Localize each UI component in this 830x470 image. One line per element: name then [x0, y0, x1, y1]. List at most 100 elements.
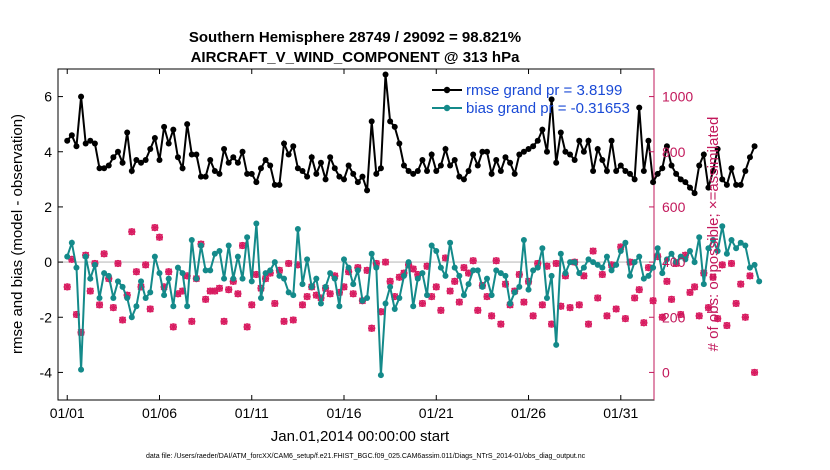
rmse-point	[304, 173, 311, 180]
obs-point	[552, 259, 560, 268]
rmse-point	[105, 162, 112, 169]
bias-point	[133, 303, 140, 310]
rmse-point	[696, 162, 703, 169]
obs-point	[368, 324, 376, 332]
rmse-point	[396, 140, 403, 147]
obs-assimilated-marker	[580, 272, 588, 280]
bias-point	[253, 220, 260, 227]
obs-point	[455, 298, 463, 306]
bias-point	[580, 264, 587, 271]
obs-assimilated-marker	[451, 277, 459, 285]
rmse-point	[161, 123, 168, 130]
rmse-point	[391, 123, 398, 130]
rmse-point	[244, 170, 251, 177]
rmse-point	[599, 157, 606, 164]
bias-point	[151, 253, 158, 260]
rmse-point	[110, 154, 117, 161]
bias-point	[553, 341, 560, 348]
obs-assimilated-marker	[146, 305, 154, 313]
bias-point	[742, 242, 749, 249]
rmse-point	[733, 181, 740, 188]
obs-assimilated-marker	[497, 320, 505, 328]
obs-assimilated-marker	[252, 270, 260, 278]
obs-assimilated-marker	[723, 322, 731, 330]
bias-point	[640, 275, 647, 282]
obs-point	[165, 268, 173, 276]
bias-point	[396, 294, 403, 301]
bias-point	[276, 272, 283, 279]
rmse-point	[728, 165, 735, 172]
data-file-footnote: data file: /Users/raeder/DAI/ATM_forcXX/…	[146, 453, 586, 460]
obs-assimilated-marker	[151, 224, 159, 232]
chart-subtitle: AIRCRAFT_V_WIND_COMPONENT @ 313 hPa	[191, 49, 521, 66]
obs-assimilated-marker	[345, 268, 353, 276]
obs-assimilated-marker	[225, 286, 233, 294]
obs-assimilated-marker	[631, 294, 639, 302]
rmse-point	[557, 129, 564, 136]
rmse-point	[576, 137, 583, 144]
bias-point	[650, 264, 657, 271]
obs-assimilated-marker	[621, 315, 629, 323]
obs-assimilated-marker	[137, 283, 145, 291]
obs-assimilated-marker	[589, 247, 597, 255]
bias-point	[368, 250, 375, 257]
rmse-point	[484, 148, 491, 155]
rmse-point	[710, 168, 717, 175]
obs-assimilated-marker	[77, 328, 85, 336]
obs-assimilated-marker	[165, 268, 173, 276]
obs-assimilated-marker	[368, 324, 376, 332]
obs-point	[492, 257, 500, 265]
y-right-tick-label: 0	[662, 364, 670, 380]
bias-point	[257, 294, 264, 301]
obs-assimilated-marker	[68, 255, 76, 263]
obs-assimilated-marker	[658, 313, 666, 321]
bias-point	[576, 270, 583, 277]
bias-point	[585, 256, 592, 263]
obs-assimilated-marker	[179, 287, 187, 295]
bias-point	[239, 275, 246, 282]
bias-point	[377, 372, 384, 379]
bias-point	[705, 245, 712, 252]
rmse-point	[101, 165, 108, 172]
bias-point	[530, 267, 537, 274]
obs-assimilated-marker	[86, 287, 94, 295]
obs-assimilated-marker	[515, 270, 523, 278]
obs-point	[155, 233, 164, 241]
y-left-tick-label: 6	[44, 89, 52, 105]
obs-assimilated-marker	[317, 294, 325, 302]
rmse-point	[198, 173, 205, 180]
rmse-point	[608, 137, 615, 144]
rmse-point	[271, 181, 278, 188]
rmse-point	[239, 148, 246, 155]
rmse-point	[497, 168, 504, 175]
obs-assimilated-marker	[391, 293, 399, 301]
bias-point	[728, 237, 735, 244]
obs-assimilated-marker	[668, 295, 676, 303]
rmse-point	[299, 168, 306, 175]
bias-point	[603, 253, 610, 260]
bias-point	[285, 289, 292, 296]
obs-assimilated-marker	[727, 259, 735, 267]
rmse-point	[474, 162, 481, 169]
bias-point	[442, 272, 449, 279]
rmse-point	[202, 173, 209, 180]
obs-point	[386, 277, 394, 285]
obs-assimilated-marker	[428, 293, 436, 301]
obs-assimilated-marker	[423, 262, 431, 270]
bias-point	[613, 261, 620, 268]
x-tick-label: 01/26	[511, 405, 546, 421]
obs-assimilated-marker	[294, 261, 302, 269]
rmse-point	[382, 71, 389, 78]
rmse-point	[673, 170, 680, 177]
rmse-point	[668, 162, 675, 169]
rmse-point	[516, 151, 523, 158]
obs-point	[497, 320, 505, 328]
obs-point	[566, 303, 574, 312]
obs-point	[663, 277, 671, 285]
obs-assimilated-marker	[492, 257, 500, 265]
bias-point	[511, 289, 518, 296]
obs-assimilated-marker	[603, 312, 611, 320]
obs-point	[690, 283, 699, 291]
y-right-tick-label: 200	[662, 309, 686, 325]
obs-assimilated-marker	[640, 319, 648, 327]
